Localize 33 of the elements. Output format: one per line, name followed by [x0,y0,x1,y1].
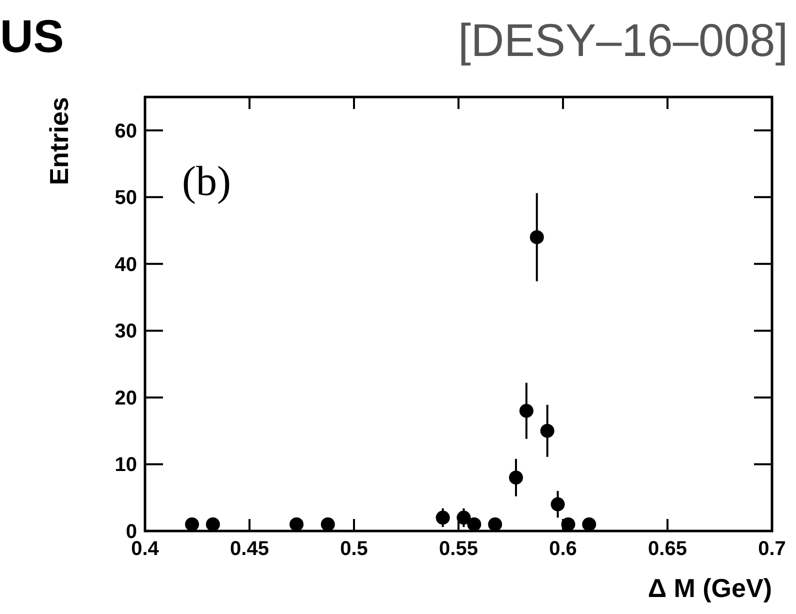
y-tick-label: 40 [114,254,137,276]
point [540,424,554,438]
text: US [0,10,64,62]
point [488,517,502,532]
y-axis-title: Entries [44,97,74,186]
y-tick-label: 20 [114,387,137,410]
point [290,517,304,532]
x-tick-label: 0.45 [230,538,269,560]
text: [DESY–16–008] [458,14,788,66]
y-tick-label: 30 [114,320,137,343]
point [582,517,596,532]
point [550,497,565,512]
y-tick-label: 10 [114,454,137,476]
x-tick-label: 0.65 [648,538,687,560]
point [519,404,534,418]
point [206,517,220,532]
x-axis-title: Δ M (GeV) [648,573,772,603]
x-tick-label: 0.5 [340,538,368,560]
y-tick-label: 50 [114,187,137,210]
x-tick-label: 0.55 [439,538,478,560]
y-tick-label: 60 [114,120,137,142]
point [561,517,576,532]
x-tick-label: 0.4 [131,538,160,560]
point [436,510,450,525]
annotation: (b) [182,159,231,205]
point [530,230,544,244]
point [320,517,335,532]
x-tick-label: 0.6 [549,538,577,560]
point [185,517,200,532]
point [456,510,471,525]
x-tick-label: 0.7 [758,538,786,560]
point [508,470,523,485]
point [467,517,482,532]
